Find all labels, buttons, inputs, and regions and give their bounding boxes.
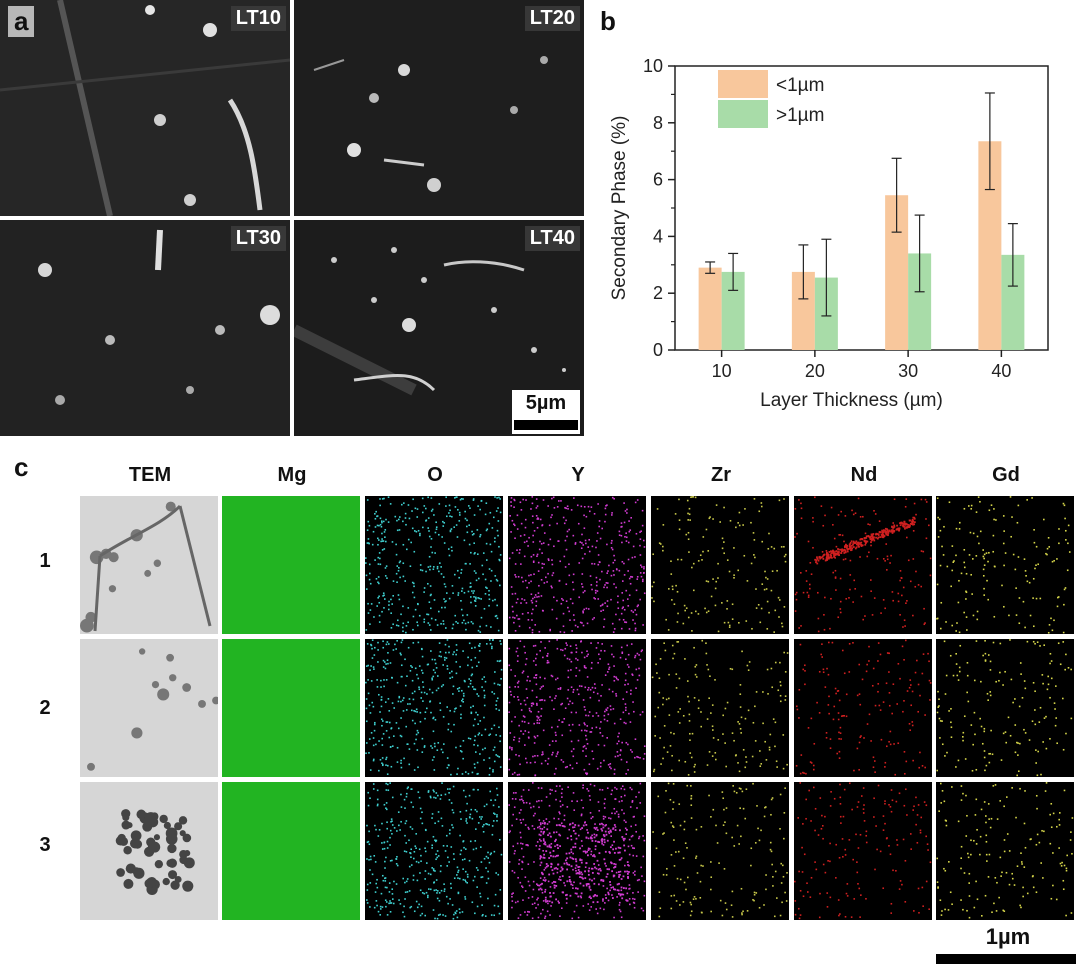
tem-scalebar-label: 1µm <box>985 924 1031 949</box>
map-texture <box>222 639 360 777</box>
secondary-phase-bar-chart: 0 2 4 6 8 10 10 20 30 40 Layer Thickness (µm) Secon… <box>609 56 1049 411</box>
sem-texture-lt40 <box>294 220 584 436</box>
col-header-gd: Gd <box>992 464 1020 486</box>
map-texture <box>651 639 789 776</box>
y-axis-label: Secondary Phase (%) <box>609 116 630 301</box>
sem-label-lt30: LT30 <box>230 226 286 251</box>
y-tick-label: 6 <box>653 170 663 190</box>
map-tile-nd-row-2 <box>794 639 932 777</box>
map-texture <box>365 639 503 776</box>
sem-label-lt20: LT20 <box>524 6 580 31</box>
map-texture <box>366 782 503 920</box>
col-header-zr: Zr <box>711 464 731 486</box>
map-tile-zr-row-2 <box>651 639 789 777</box>
map-texture <box>508 639 646 777</box>
map-tile-gd-row-3 <box>936 782 1074 920</box>
panel-letter-a: a <box>8 6 35 37</box>
bar <box>978 141 1002 350</box>
y-tick-label: 0 <box>653 340 663 360</box>
sem-image-lt20: LT20 <box>294 0 584 216</box>
map-texture <box>508 496 646 634</box>
row-header-2: 2 <box>39 697 51 719</box>
legend-label: <1µm <box>776 75 824 96</box>
map-tile-mg-row-3 <box>222 782 360 920</box>
map-tile-gd-row-1 <box>936 496 1074 634</box>
legend-swatch <box>718 70 768 98</box>
map-tile-zr-row-1 <box>651 496 789 634</box>
map-tile-nd-row-1 <box>794 496 932 634</box>
map-tile-tem-row-3 <box>80 782 218 920</box>
legend-label: >1µm <box>776 105 824 126</box>
map-texture <box>87 648 218 771</box>
map-tile-o-row-1 <box>365 496 503 634</box>
col-header-mg: Mg <box>277 464 307 486</box>
panel-letter-c: c <box>14 452 29 482</box>
sem-scalebar: 5µm <box>512 390 580 434</box>
bar <box>721 271 745 350</box>
map-tile-y-row-3 <box>508 782 646 920</box>
x-tick-label: 10 <box>712 361 732 381</box>
map-texture <box>651 496 787 633</box>
x-tick-label: 20 <box>805 361 825 381</box>
sem-texture-lt30 <box>0 220 290 436</box>
map-tile-o-row-2 <box>365 639 503 777</box>
map-tile-y-row-2 <box>508 639 646 777</box>
map-tile-tem-row-1 <box>80 496 218 634</box>
map-tile-o-row-3 <box>365 782 503 920</box>
row-header-3: 3 <box>39 834 51 856</box>
map-tile-gd-row-2 <box>936 639 1074 777</box>
row-header-1: 1 <box>39 550 51 572</box>
map-texture <box>222 782 360 920</box>
bar <box>1001 254 1025 350</box>
y-tick-label: 10 <box>643 56 663 76</box>
col-header-y: Y <box>571 464 585 486</box>
map-texture <box>80 501 212 633</box>
sem-label-lt40: LT40 <box>524 226 580 251</box>
sem-image-lt30: LT30 <box>0 220 290 436</box>
bar <box>791 271 815 350</box>
map-tile-tem-row-2 <box>80 639 218 777</box>
map-texture <box>794 496 932 633</box>
map-texture <box>936 782 1074 919</box>
col-header-nd: Nd <box>850 464 878 486</box>
sem-scalebar-label: 5µm <box>525 392 567 414</box>
map-tile-mg-row-2 <box>222 639 360 777</box>
bar <box>698 267 722 350</box>
map-texture <box>936 496 1071 634</box>
bar <box>908 253 932 350</box>
sem-image-lt40: LT40 <box>294 220 584 436</box>
map-texture <box>115 809 195 896</box>
bar <box>885 195 909 350</box>
map-tile-zr-row-3 <box>651 782 789 920</box>
map-texture <box>222 496 360 634</box>
map-tile-mg-row-1 <box>222 496 360 634</box>
map-texture <box>936 639 1073 777</box>
sem-texture-lt20 <box>294 0 584 216</box>
map-texture <box>652 782 788 918</box>
panel-letter-b: b <box>600 6 616 36</box>
y-tick-label: 8 <box>653 113 663 133</box>
map-texture <box>365 496 502 634</box>
x-axis-label: Layer Thickness (µm) <box>760 390 943 411</box>
sem-label-lt10: LT10 <box>230 6 286 31</box>
x-tick-label: 40 <box>991 361 1011 381</box>
map-texture <box>795 639 932 776</box>
sem-image-lt10: LT10 <box>0 0 290 216</box>
y-tick-label: 4 <box>653 226 663 246</box>
map-tile-nd-row-3 <box>794 782 932 920</box>
sem-texture-lt10 <box>0 0 290 216</box>
y-tick-label: 2 <box>653 283 663 303</box>
col-header-o: O <box>427 464 443 486</box>
legend-swatch <box>718 100 768 128</box>
x-tick-label: 30 <box>898 361 918 381</box>
map-texture <box>794 782 932 920</box>
sem-scalebar-bar <box>514 420 578 430</box>
map-tile-y-row-1 <box>508 496 646 634</box>
tem-scalebar-bar <box>936 954 1076 964</box>
col-header-tem: TEM <box>128 464 172 486</box>
map-texture <box>508 782 646 920</box>
